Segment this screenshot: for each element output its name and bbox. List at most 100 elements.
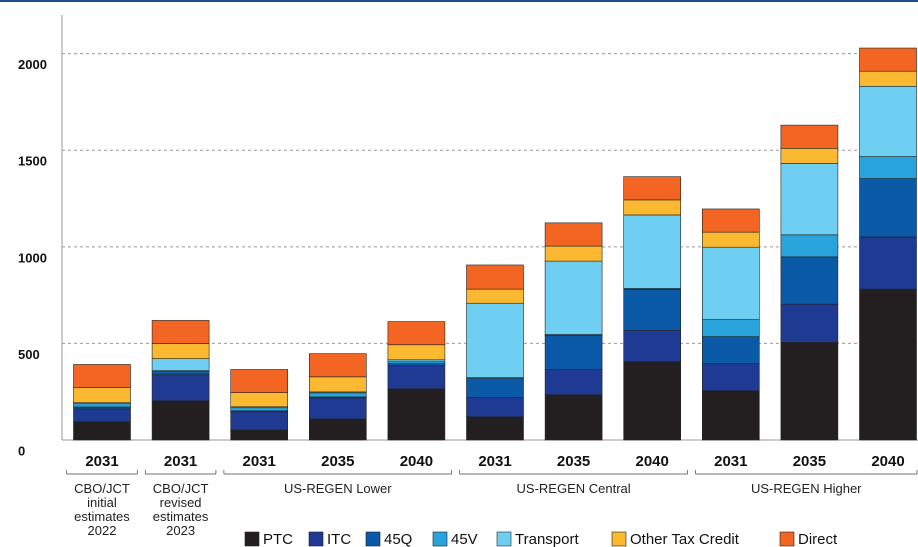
legend-swatch: [308, 531, 324, 547]
bar-segment: [544, 394, 603, 441]
x-tick-label: 2035: [793, 453, 826, 470]
x-tick-label: 2031: [478, 453, 511, 470]
x-tick-label: 2040: [400, 453, 433, 470]
bar-segment: [387, 365, 446, 390]
x-tick-label: 2031: [243, 453, 276, 470]
y-tick-label: 0: [18, 443, 25, 458]
legend-swatch: [244, 531, 260, 547]
bar-segment: [623, 199, 682, 216]
bar-segment: [859, 156, 917, 179]
bar-segment: [151, 374, 210, 402]
bar-segment: [780, 234, 839, 258]
bar-segment: [701, 363, 760, 392]
y-tick-label: 2000: [18, 57, 47, 72]
bar-segment: [859, 288, 917, 441]
bar-segment: [308, 397, 367, 420]
x-tick-label: 2031: [85, 453, 118, 470]
bar-segment: [544, 245, 603, 262]
bar-segment: [701, 246, 760, 320]
x-tick-label: 2035: [557, 453, 590, 470]
x-tick-label: 2040: [636, 453, 669, 470]
bar-segment: [859, 47, 917, 72]
bar-segment: [387, 388, 446, 441]
bar-segment: [466, 416, 524, 441]
bar-segment: [544, 222, 603, 247]
bar-segment: [701, 208, 760, 233]
bar-segment: [230, 392, 288, 408]
bar-segment: [780, 147, 839, 164]
bar-segment: [701, 390, 760, 441]
bar-segment: [230, 407, 288, 412]
legend-label: Transport: [515, 531, 579, 547]
legend-swatch: [779, 531, 795, 547]
bar-segment: [73, 421, 131, 441]
bar-segment: [151, 400, 210, 441]
legend-swatch: [611, 531, 627, 547]
legend-label: Direct: [798, 531, 838, 547]
y-tick-label: 1000: [18, 250, 47, 265]
legend-label: 45Q: [384, 531, 412, 547]
bar-segment: [151, 358, 210, 371]
bar-segment: [780, 342, 839, 441]
bar-segment: [859, 236, 917, 290]
bar-segment: [466, 302, 524, 378]
bar-segment: [859, 85, 917, 157]
bar-segment: [623, 214, 682, 289]
bar-segment: [387, 344, 446, 361]
x-tick-label: 2035: [321, 453, 354, 470]
legend-swatch: [496, 531, 512, 547]
bar-segment: [466, 397, 524, 418]
bar-segment: [859, 70, 917, 87]
bar-segment: [544, 369, 603, 396]
bar-segment: [780, 163, 839, 236]
bar-segment: [73, 364, 131, 388]
bar-segment: [308, 418, 367, 441]
group-label: US-REGEN Higher: [750, 481, 862, 496]
x-tick-label: 2031: [164, 453, 197, 470]
bar-segment: [623, 361, 682, 441]
bar-segment: [466, 264, 524, 290]
legend-label: PTC: [263, 531, 293, 547]
group-label: CBO/JCT initial estimates 2022: [74, 481, 130, 538]
bar-segment: [308, 353, 367, 378]
bar-segment: [73, 408, 131, 423]
y-tick-label: 1500: [18, 154, 47, 169]
group-label: US-REGEN Central: [516, 481, 631, 496]
bar-segment: [387, 321, 446, 346]
bar-segment: [701, 336, 760, 364]
bar-segment: [73, 387, 131, 404]
group-label: CBO/JCT revised estimates 2023: [152, 481, 209, 538]
bar-segment: [623, 289, 682, 331]
x-tick-label: 2040: [871, 453, 904, 470]
x-tick-label: 2031: [714, 453, 747, 470]
bar-segment: [308, 392, 367, 398]
bar-segment: [151, 343, 210, 359]
bar-segment: [544, 335, 603, 370]
bar-segment: [230, 411, 288, 431]
bar-segment: [859, 178, 917, 238]
bar-segment: [466, 288, 524, 304]
bar-segment: [623, 176, 682, 201]
bar-segment: [780, 303, 839, 343]
legend-swatch: [432, 531, 448, 547]
legend-label: Other Tax Credit: [630, 531, 740, 547]
bar-segment: [466, 378, 524, 398]
bar-segment: [151, 320, 210, 344]
bar-segment: [701, 319, 760, 337]
bar-segment: [151, 371, 210, 376]
bar-segment: [73, 403, 131, 408]
legend-swatch: [365, 531, 381, 547]
y-tick-label: 500: [18, 347, 40, 362]
bar-segment: [230, 369, 288, 393]
legend-label: 45V: [451, 531, 478, 547]
bar-segment: [544, 260, 603, 335]
bar-segment: [780, 124, 839, 149]
bar-segment: [308, 376, 367, 393]
bar-segment: [701, 231, 760, 248]
legend-label: ITC: [327, 531, 351, 547]
bar-segment: [623, 330, 682, 362]
bar-segment: [780, 256, 839, 305]
bar-segment: [230, 429, 288, 441]
